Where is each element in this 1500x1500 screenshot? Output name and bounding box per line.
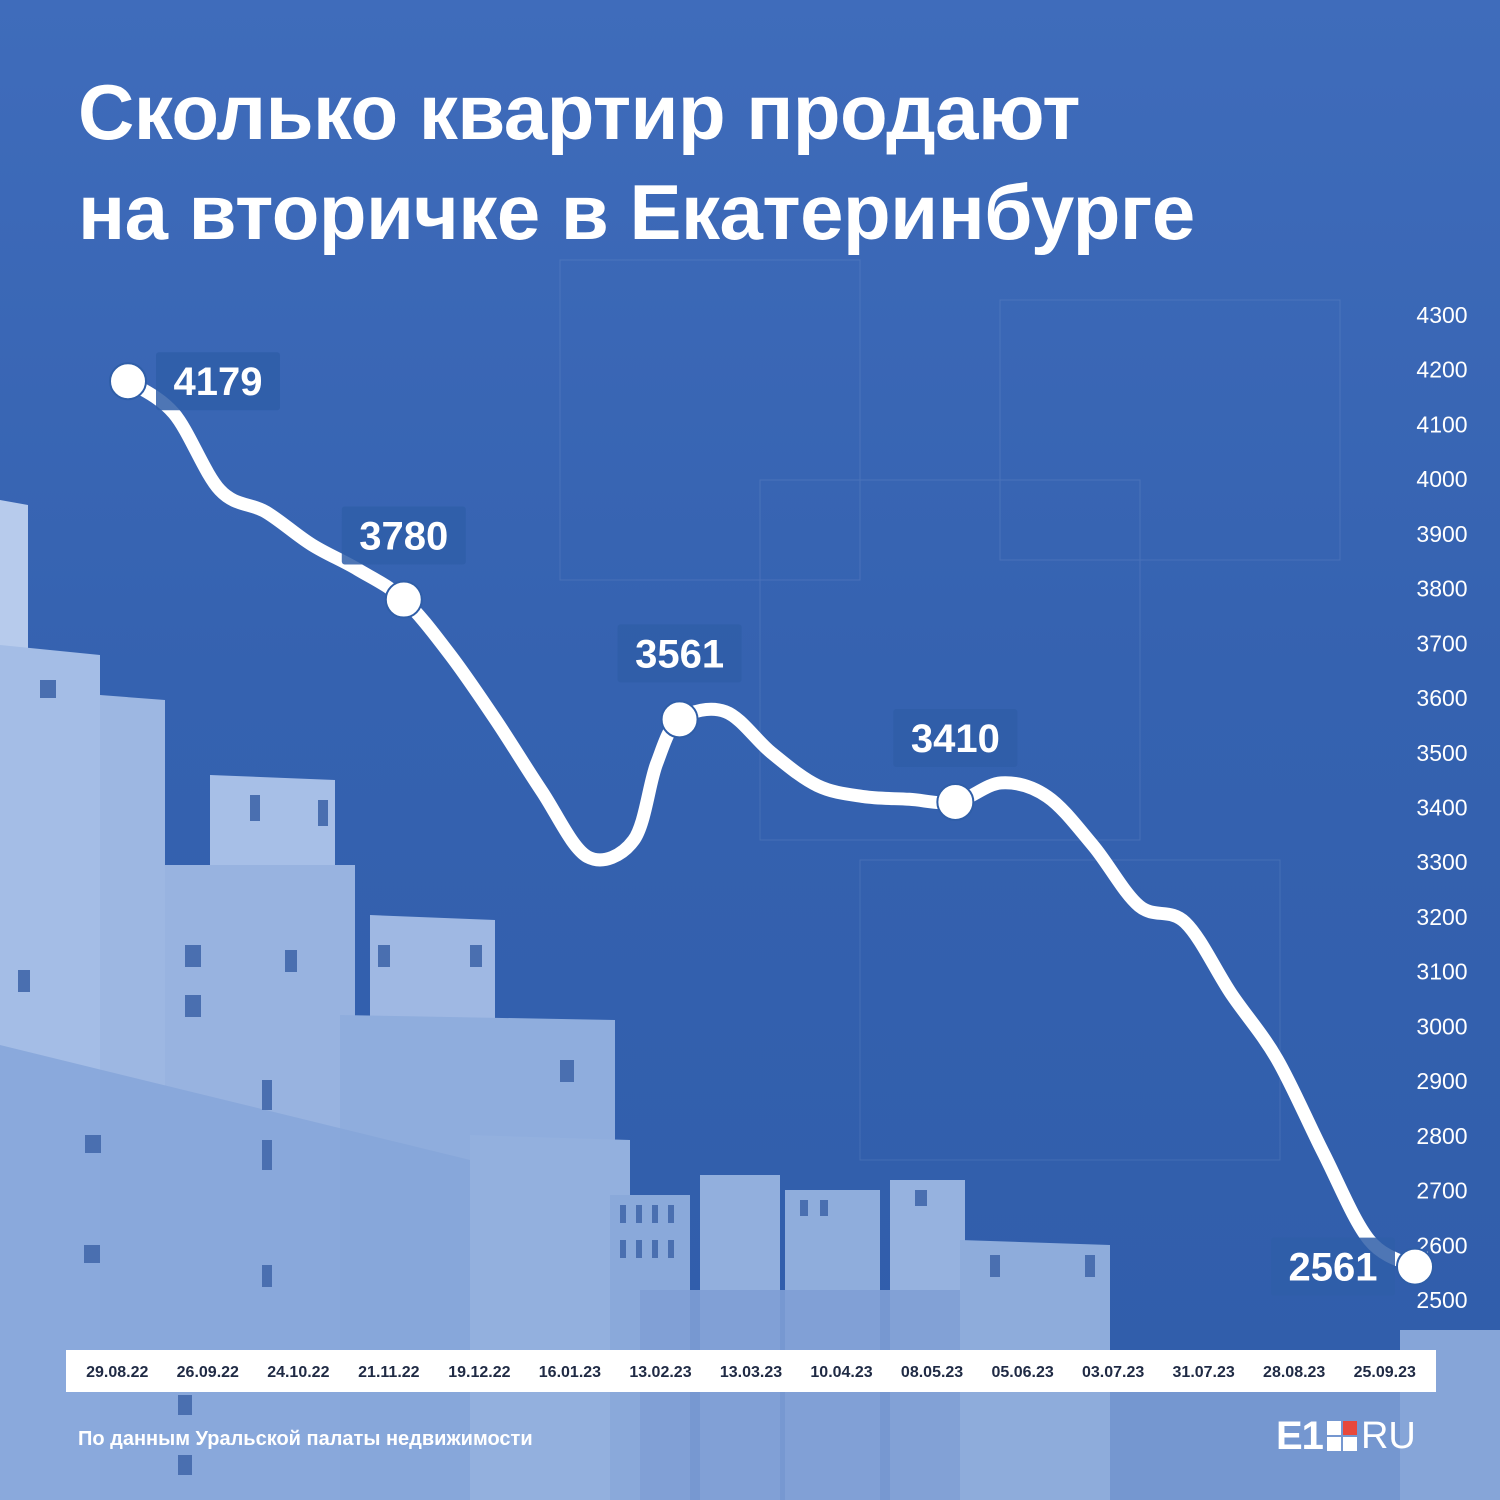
y-tick-label: 3900 [1416,521,1467,547]
y-tick-label: 2900 [1416,1068,1467,1094]
data-label: 4179 [174,360,263,404]
chart-title-line-1: Сколько квартир продают [78,68,1080,156]
data-label-box [617,624,742,683]
x-tick-label: 21.11.22 [358,1364,420,1381]
data-point [1396,1247,1434,1286]
x-tick-label: 13.03.23 [720,1364,782,1381]
data-label: 3561 [635,632,724,676]
y-tick-label: 3100 [1416,959,1467,985]
y-tick-label: 3600 [1416,685,1467,711]
x-tick-label: 10.04.23 [810,1364,872,1381]
data-labels: 4179 3780 3561 3410 2561 [109,352,1434,1296]
data-label-box [893,709,1018,768]
y-tick-label: 3700 [1416,630,1467,656]
logo-mark-icon [1326,1421,1357,1451]
y-tick-label: 3300 [1416,849,1467,875]
x-axis: 29.08.22 26.09.22 24.10.22 21.11.22 19.12.22… [86,1364,1416,1381]
series-line [121,374,1422,1274]
x-tick-label: 19.12.22 [448,1364,510,1381]
x-tick-label: 31.07.23 [1173,1364,1235,1381]
y-tick-label: 4000 [1416,466,1467,492]
x-tick-label: 28.08.23 [1263,1364,1325,1381]
x-tick-label: 25.09.23 [1354,1364,1416,1381]
y-tick-label: 2500 [1416,1287,1467,1313]
y-tick-label: 3200 [1416,904,1467,930]
y-tick-label: 4300 [1416,302,1467,328]
x-tick-label: 29.08.22 [86,1364,148,1381]
chart-title-line-2: на вторичке в Екатеринбурге [78,168,1195,256]
data-label: 3410 [911,717,1000,761]
y-tick-label: 3000 [1416,1013,1467,1039]
x-tick-label: 13.02.23 [629,1364,691,1381]
x-tick-label: 05.06.23 [991,1364,1053,1381]
data-point [660,700,699,739]
y-axis: 4300 4200 4100 4000 3900 3800 3700 3600 3500 3400… [1416,302,1467,1313]
data-point [109,362,147,401]
background-panels [559,259,1341,1161]
data-label-box [156,352,280,411]
x-axis-strip [66,1350,1436,1392]
data-point [384,580,423,619]
x-tick-label: 03.07.23 [1082,1364,1144,1381]
data-label: 2561 [1289,1246,1378,1290]
e1-logo: E1 RU [1276,1414,1416,1458]
y-tick-label: 2800 [1416,1123,1467,1149]
chart-title: Сколько квартир продают на вторичке в Ек… [78,62,1195,262]
logo-text-right: RU [1360,1414,1416,1457]
y-tick-label: 3400 [1416,795,1467,821]
data-point [936,783,975,822]
x-tick-label: 24.10.22 [267,1364,329,1381]
x-tick-label: 26.09.22 [177,1364,239,1381]
data-label-box [341,506,466,565]
logo-text-left: E1 [1276,1413,1324,1458]
y-tick-label: 3500 [1416,740,1467,766]
source-note: По данным Уральской палаты недвижимости [78,1428,533,1450]
x-tick-label: 08.05.23 [901,1364,963,1381]
y-tick-label: 4200 [1416,357,1467,383]
data-label-box [1271,1237,1395,1296]
y-tick-label: 2700 [1416,1178,1467,1204]
data-label: 3780 [359,515,448,559]
y-tick-label: 4100 [1416,411,1467,437]
x-tick-label: 16.01.23 [539,1364,601,1381]
y-tick-label: 3800 [1416,576,1467,602]
